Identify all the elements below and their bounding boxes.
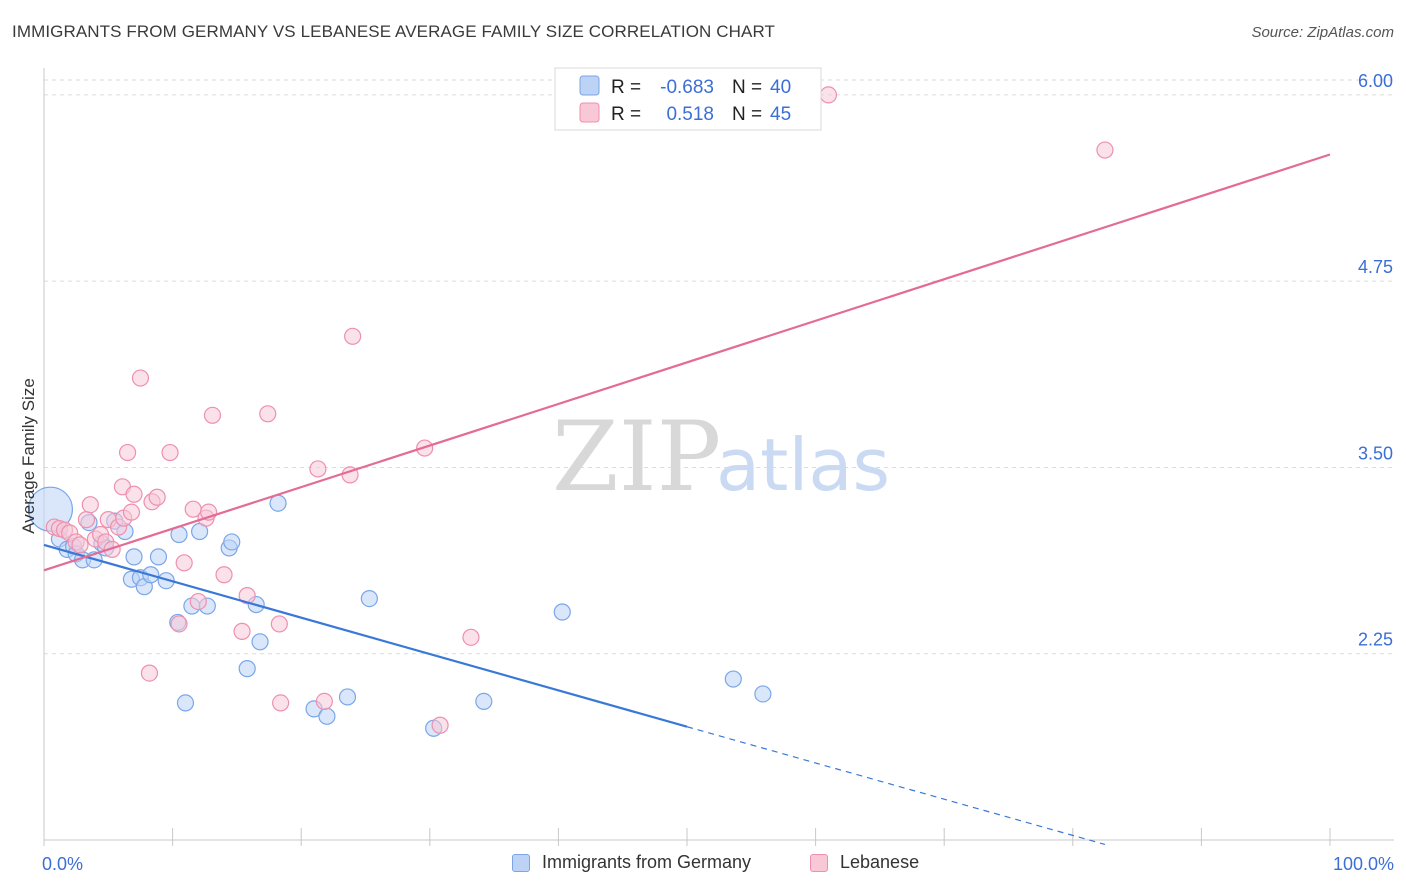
point-germany: [223, 533, 241, 551]
point-germany: [238, 660, 256, 678]
y-tick-label-3: 6.00: [1358, 71, 1393, 91]
point-lebanese: [203, 406, 222, 424]
point-lebanese: [315, 692, 333, 711]
point-germany: [269, 494, 287, 512]
point-lebanese: [175, 554, 193, 572]
bottom-legend-label-lebanese: Lebanese: [840, 852, 920, 872]
point-lebanese: [819, 86, 838, 104]
point-germany: [754, 685, 772, 703]
x-tick-label-0: 0.0%: [42, 854, 83, 874]
point-germany: [724, 670, 742, 688]
point-lebanese: [215, 566, 233, 584]
point-lebanese: [131, 369, 150, 387]
point-lebanese: [118, 443, 137, 462]
point-lebanese: [122, 503, 141, 521]
point-lebanese: [148, 488, 166, 506]
legend-swatch-lebanese: [579, 102, 600, 123]
point-lebanese: [77, 511, 96, 529]
point-lebanese: [140, 664, 159, 682]
grid: [44, 79, 1394, 655]
y-tick-label-2: 4.75: [1358, 257, 1393, 277]
trend-line-germany: [43, 543, 688, 728]
watermark: ZIP atlas: [552, 401, 890, 513]
legend-n-label-lebanese: N =: [732, 104, 762, 125]
bottom-legend-item-lebanese: Lebanese: [810, 852, 919, 873]
point-germany: [360, 589, 378, 608]
point-germany: [176, 694, 195, 712]
point-lebanese: [1096, 141, 1114, 159]
point-lebanese: [431, 716, 449, 734]
bottom-legend: Immigrants from Germany Lebanese: [0, 852, 1406, 880]
source-label: Source: ZipAtlas.com: [1251, 24, 1394, 41]
legend-box: R = -0.683 N = 40 R = 0.518 N = 45: [554, 67, 822, 131]
axes: 2.25 3.50 4.75 6.00 0.0% 100.0%: [42, 68, 1394, 874]
point-lebanese: [233, 622, 251, 640]
point-germany: [125, 548, 143, 566]
chart-title: IMMIGRANTS FROM GERMANY VS LEBANESE AVER…: [12, 22, 776, 41]
trend-line-lebanese: [43, 153, 1331, 572]
point-lebanese: [125, 485, 143, 503]
point-lebanese: [161, 443, 179, 462]
point-lebanese: [259, 405, 277, 423]
legend-r-label-lebanese: R =: [611, 104, 641, 125]
point-lebanese: [238, 587, 256, 605]
trend-line-extension-germany: [686, 726, 1106, 846]
point-lebanese: [270, 615, 288, 633]
watermark-atlas: atlas: [716, 423, 890, 507]
point-lebanese: [189, 592, 207, 611]
legend-r-value-lebanese: 0.518: [666, 104, 714, 125]
legend-n-label-germany: N =: [732, 77, 762, 98]
legend-n-value-germany: 40: [770, 77, 791, 98]
point-germany: [318, 707, 336, 725]
point-lebanese: [71, 536, 89, 554]
trend-lines: [43, 153, 1331, 846]
legend-swatch-germany: [579, 75, 600, 96]
point-lebanese: [170, 615, 188, 633]
bottom-legend-swatch-germany: [512, 853, 530, 872]
point-germany: [475, 692, 493, 711]
y-tick-label-0: 2.25: [1358, 630, 1393, 650]
data-points: [27, 86, 1114, 737]
point-germany: [338, 688, 357, 706]
bottom-legend-label-germany: Immigrants from Germany: [542, 852, 752, 872]
bottom-legend-item-germany: Immigrants from Germany: [512, 852, 751, 873]
point-germany: [553, 603, 571, 621]
y-axis-label: Average Family Size: [19, 378, 38, 534]
watermark-zip: ZIP: [552, 401, 721, 513]
point-lebanese: [344, 327, 362, 345]
point-germany: [149, 548, 168, 566]
y-tick-label-1: 3.50: [1358, 443, 1393, 463]
point-lebanese: [103, 540, 121, 559]
legend-r-value-germany: -0.683: [660, 77, 714, 98]
legend-r-label-germany: R =: [611, 77, 641, 98]
point-lebanese: [309, 460, 327, 478]
legend-n-value-lebanese: 45: [770, 104, 791, 125]
bottom-legend-swatch-lebanese: [810, 853, 828, 872]
point-lebanese: [462, 628, 480, 646]
point-lebanese: [272, 694, 290, 712]
point-germany: [251, 633, 269, 651]
point-lebanese: [81, 496, 99, 514]
x-tick-label-1: 100.0%: [1333, 854, 1394, 874]
